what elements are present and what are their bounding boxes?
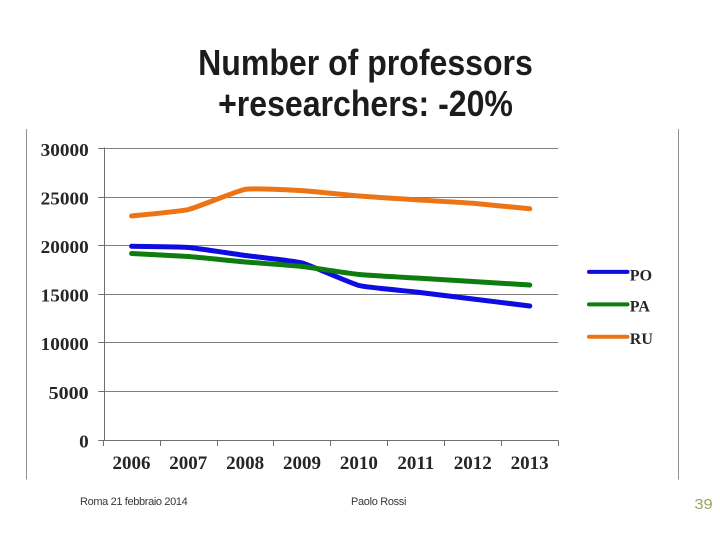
svg-text:10000: 10000 — [41, 334, 89, 354]
svg-text:2009: 2009 — [283, 453, 321, 474]
svg-text:RU: RU — [630, 331, 654, 348]
svg-text:PA: PA — [630, 298, 651, 315]
svg-text:2010: 2010 — [340, 453, 378, 474]
svg-text:15000: 15000 — [41, 286, 89, 306]
svg-text:2013: 2013 — [511, 453, 549, 474]
svg-text:0: 0 — [79, 431, 89, 451]
svg-text:2008: 2008 — [226, 453, 264, 474]
svg-text:PO: PO — [630, 267, 652, 284]
svg-text:30000: 30000 — [41, 140, 89, 160]
svg-text:2006: 2006 — [113, 453, 151, 474]
svg-text:25000: 25000 — [41, 188, 89, 208]
svg-text:5000: 5000 — [49, 383, 89, 403]
svg-text:2012: 2012 — [454, 453, 492, 474]
svg-text:2011: 2011 — [397, 453, 434, 474]
svg-text:2007: 2007 — [169, 453, 208, 474]
svg-text:20000: 20000 — [41, 237, 89, 257]
